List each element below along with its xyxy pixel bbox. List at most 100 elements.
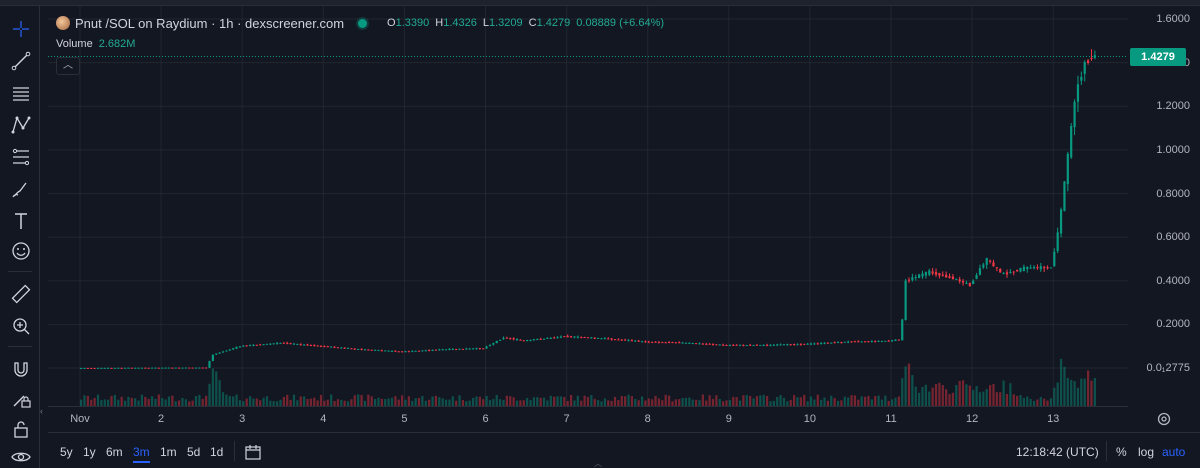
date-range-calendar-icon[interactable] [244,443,262,461]
range-6m[interactable]: 6m [106,445,123,459]
candle-body [127,367,130,369]
volume-bar [434,395,438,406]
volume-bar [377,397,380,406]
candle-body [499,339,502,341]
candle-body [1053,251,1056,267]
candle-body [891,340,894,342]
candlestick-chart[interactable] [48,6,1128,406]
lock-drawings-icon[interactable] [8,386,34,412]
volume-bar [174,401,177,406]
range-5y[interactable]: 5y [60,445,73,459]
volume-bar [313,397,316,406]
volume-bar [93,397,96,406]
candle-body [1073,101,1076,128]
volume-bar [205,395,208,406]
percent-scale-toggle[interactable]: % [1116,445,1127,459]
range-3m[interactable]: 3m [133,445,150,463]
volume-bar [134,398,137,406]
utc-clock[interactable]: 12:18:42 (UTC) [1016,445,1099,459]
volume-bar [1070,379,1073,406]
candle-body [238,346,242,348]
volume-bar [1012,394,1015,406]
volume-bar [140,394,144,406]
candle-body [1032,267,1036,269]
candle-body [130,367,133,369]
candle-body [667,342,671,344]
candle-body [522,340,525,342]
brush-icon[interactable] [8,176,34,202]
volume-bar [887,400,890,406]
volume-bar [884,395,887,406]
volume-bar [965,384,968,406]
volume-bar [634,398,637,406]
volume-bar [127,396,130,406]
candle-body [695,343,698,345]
bottom-panel-expand-icon[interactable]: ︿ [594,459,602,468]
candle-body [90,367,93,369]
volume-bar [505,395,508,406]
toolbar-collapse-arrow-icon[interactable]: ‹ [40,406,43,416]
volume-bar [221,392,225,406]
magnet-icon[interactable] [8,356,34,382]
auto-scale-toggle[interactable]: auto [1162,445,1186,459]
candle-body [319,346,323,348]
candle-body [384,350,387,352]
volume-bar [323,400,326,406]
log-scale-toggle[interactable]: log [1138,445,1155,459]
volume-bar [1090,380,1093,406]
drawing-toolbar [0,6,40,468]
ruler-icon[interactable] [8,281,34,307]
emoji-icon[interactable] [8,238,34,264]
volume-bar [958,380,961,406]
trend-line-icon[interactable] [8,48,34,74]
zoom-in-icon[interactable] [8,313,34,339]
candle-body [309,345,312,347]
candle-body [340,347,343,349]
text-icon[interactable] [8,208,34,234]
volume-bar [1049,398,1053,406]
candle-body [607,338,610,340]
time-axis[interactable]: Nov 2 3 4 5 6 7 8 9 10 11 12 13 [48,406,1128,432]
volume-bar [718,399,721,406]
candle-body [762,345,765,347]
candle-body [377,350,380,352]
range-1y[interactable]: 1y [83,445,96,459]
candle-body [150,367,154,369]
candle-body [559,336,563,338]
range-1d[interactable]: 1d [210,445,224,459]
chart-settings-gear-icon[interactable] [1156,411,1172,427]
chart-pane[interactable] [48,6,1128,406]
candle-body [1046,267,1049,269]
candle-body [884,340,887,342]
price-axis[interactable]: 1.60001.40001.20001.00000.80000.60000.40… [1128,6,1200,406]
fib-retracement-icon[interactable] [8,144,34,170]
volume-bar [215,371,218,406]
volume-bar [610,400,613,406]
volume-bar [995,392,998,406]
bottom-separator [234,441,235,461]
price-tick-label: 0.4000 [1156,274,1190,287]
range-5d[interactable]: 5d [187,445,201,459]
volume-bar [225,394,228,406]
candle-body [255,344,258,346]
volume-bar [411,400,414,406]
pattern-icon[interactable] [8,112,34,138]
horizontal-lines-icon[interactable] [8,80,34,106]
crosshair-icon[interactable] [8,16,34,42]
candle-body [438,349,441,351]
unlock-icon[interactable] [8,416,34,442]
candle-body [1076,84,1080,102]
candle-body [921,273,924,277]
legend-collapse-button[interactable]: ︿ [56,57,80,75]
candle-body [988,260,992,262]
eye-icon[interactable] [8,444,34,468]
volume-bar [816,394,819,406]
candle-body [107,367,110,369]
range-1m[interactable]: 1m [160,445,177,459]
candle-body [444,349,448,351]
time-tick-label: 11 [885,413,897,425]
volume-bar [651,399,654,406]
volume-bar [988,385,992,406]
volume-bar [830,395,833,406]
candle-body [299,343,302,345]
